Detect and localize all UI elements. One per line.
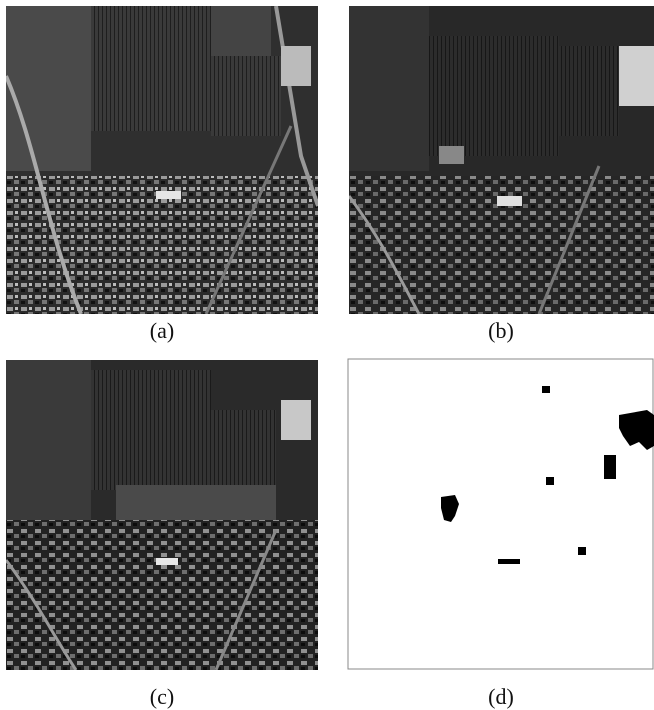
panel-d-change-map bbox=[347, 358, 654, 670]
caption-d: (d) bbox=[488, 684, 514, 709]
panel-a-image bbox=[6, 6, 318, 314]
caption-c: (c) bbox=[149, 684, 175, 709]
panel-c-image bbox=[6, 360, 318, 670]
satellite-image-c bbox=[6, 360, 318, 670]
change-map-d bbox=[347, 358, 654, 670]
caption-b: (b) bbox=[488, 318, 514, 343]
satellite-image-b bbox=[349, 6, 654, 314]
panel-b-image bbox=[349, 6, 654, 314]
caption-a: (a) bbox=[149, 318, 175, 343]
satellite-image-a bbox=[6, 6, 318, 314]
